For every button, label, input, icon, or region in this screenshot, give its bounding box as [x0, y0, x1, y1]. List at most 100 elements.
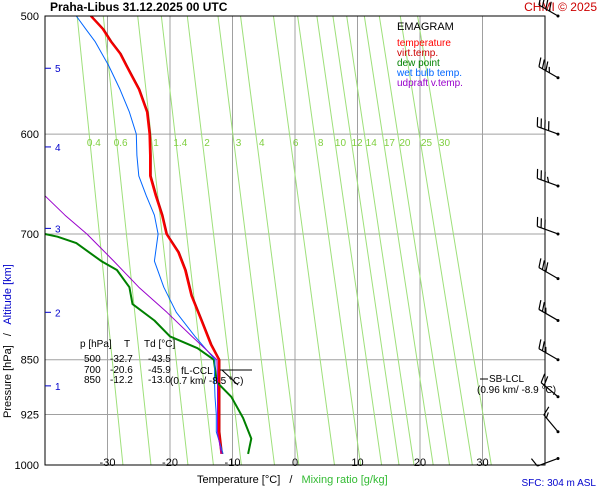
table-cell: -43.5 [148, 354, 171, 365]
wind-barb-feather [530, 458, 538, 467]
temperature-tick-label: 30 [476, 457, 488, 469]
altitude-tick-label: 1 [55, 382, 61, 393]
wind-barb-feather [545, 412, 549, 419]
wind-barb-base [556, 456, 560, 460]
mixing-ratio-line [316, 15, 383, 466]
wind-barb [538, 339, 560, 362]
pressure-tick-label: 600 [21, 129, 39, 141]
mixing-ratio-label: 10 [335, 138, 347, 149]
wind-barb-feather [538, 0, 541, 6]
wind-barb-feather [538, 258, 542, 268]
legend-entry-updraft: udpraft v.temp. [397, 78, 463, 89]
wind-barb-staff [537, 126, 559, 135]
table-header-p: p [hPa] [80, 339, 112, 350]
temperature-tick-label: 20 [414, 457, 426, 469]
mixing-ratio-line [137, 15, 189, 466]
legend-title: EMAGRAM [397, 21, 454, 33]
wind-barb [530, 456, 560, 467]
legend-entry-virtual-temp: virt.temp. [397, 48, 438, 59]
wind-barb-staff [538, 66, 559, 79]
values-table: p [hPa] T Td [°C] 500 -32.7 -43.5 700 -2… [80, 339, 175, 386]
mixing-ratio-line [297, 15, 362, 466]
wind-barb [536, 117, 560, 136]
table-cell: -45.9 [148, 365, 171, 376]
table-cell: -20.6 [110, 365, 133, 376]
wind-barb-feather [541, 341, 545, 351]
wind-barb-feather [540, 373, 546, 383]
wind-barb [543, 406, 560, 434]
wind-barb-feather [546, 176, 550, 183]
table-cell: -13.0 [148, 375, 171, 386]
chmi-credit: CHMI © 2025 [524, 0, 597, 14]
y-axis-pressure-label: Pressure [hPa] [2, 345, 14, 418]
mixing-ratio-label: 1.4 [173, 138, 187, 149]
mixing-ratio-lines [76, 15, 492, 466]
table-cell: 500 [84, 354, 101, 365]
pressure-tick-label: 925 [21, 409, 39, 421]
wind-barb-feather [545, 0, 549, 10]
fl-ccl-pointer-line [221, 369, 239, 386]
wind-barb [538, 258, 560, 281]
table-cell: -12.2 [110, 375, 133, 386]
mixing-ratio-label: 30 [439, 138, 451, 149]
wind-barb-staff [538, 308, 559, 321]
series-dew-point-line [44, 233, 253, 455]
sb-lcl-annotation: SB-LCL (0.96 km/ -8.9 °C) [477, 374, 556, 396]
series-temperature-line [89, 15, 223, 455]
legend-entry-wet-bulb: wet bulb temp. [396, 68, 462, 79]
pressure-tick-label: 500 [21, 11, 39, 23]
table-cell: 700 [84, 365, 101, 376]
mixing-ratio-line [186, 15, 242, 466]
mixing-ratio-line [240, 15, 300, 466]
mixing-ratio-label: 8 [318, 138, 324, 149]
mixing-ratio-line [76, 15, 124, 466]
mixing-ratio-line [160, 15, 214, 466]
mixing-ratio-line [332, 15, 400, 466]
wind-barb-feather [541, 260, 545, 270]
legend: EMAGRAM temperature virt.temp. dew point… [396, 21, 463, 89]
x-axis-title: Temperature [°C] / Mixing ratio [g/kg] [197, 474, 388, 486]
wind-barb [538, 300, 560, 322]
wind-barb-feather [543, 406, 550, 416]
mixing-ratio-line [102, 15, 152, 466]
wind-barb-feather [538, 339, 542, 349]
series-wet-bulb-temp-line [75, 15, 224, 455]
wind-barb [540, 373, 560, 399]
wind-barb [536, 168, 560, 188]
sb-lcl-value: (0.96 km/ -8.9 °C) [477, 385, 556, 396]
mixing-ratio-label: 20 [399, 138, 411, 149]
wind-barb-base [556, 76, 560, 80]
altitude-tick-label: 2 [55, 308, 61, 319]
fl-ccl-value: (0.7 km/ -8.5 °C) [170, 376, 243, 387]
profile-series [44, 15, 253, 455]
wind-barb-feather [541, 302, 545, 312]
wind-barb [536, 216, 560, 236]
pressure-tick-label: 700 [21, 229, 39, 241]
wind-barb-base [556, 184, 560, 188]
legend-entry-dew-point: dew point [397, 58, 440, 69]
temperature-tick-label: -30 [100, 457, 116, 469]
wind-barb-base [556, 395, 560, 399]
y-axis-separator: / [2, 332, 14, 336]
wind-barb-staff [543, 414, 559, 433]
mixing-ratio-line [363, 15, 434, 466]
altitude-tick-label: 3 [55, 224, 61, 235]
mixing-ratio-label: 0.6 [114, 138, 128, 149]
mixing-ratio-label: 4 [259, 138, 265, 149]
legend-entry-temperature: temperature [397, 38, 451, 49]
svg-text:Temperature [°C] /: Temperature [°C] / Mixing ratio [g/kg] [197, 474, 388, 486]
wind-barb-feather [548, 1, 552, 12]
fl-ccl-annotation: fL-CCL (0.7 km/ -8.5 °C) [170, 366, 252, 387]
mixing-ratio-line [272, 15, 335, 466]
pressure-tick-label: 850 [21, 355, 39, 367]
altitude-tick-label: 4 [55, 143, 61, 154]
pressure-tick-label: 1000 [15, 460, 39, 472]
sfc-elevation: SFC: 304 m ASL [522, 478, 597, 489]
x-axis-temperature-label: Temperature [°C] [197, 474, 280, 486]
wind-barb-staff [537, 457, 559, 467]
mixing-ratio-label: 14 [366, 138, 378, 149]
wind-barb-feather [541, 59, 545, 69]
wind-barb-base [556, 232, 560, 236]
